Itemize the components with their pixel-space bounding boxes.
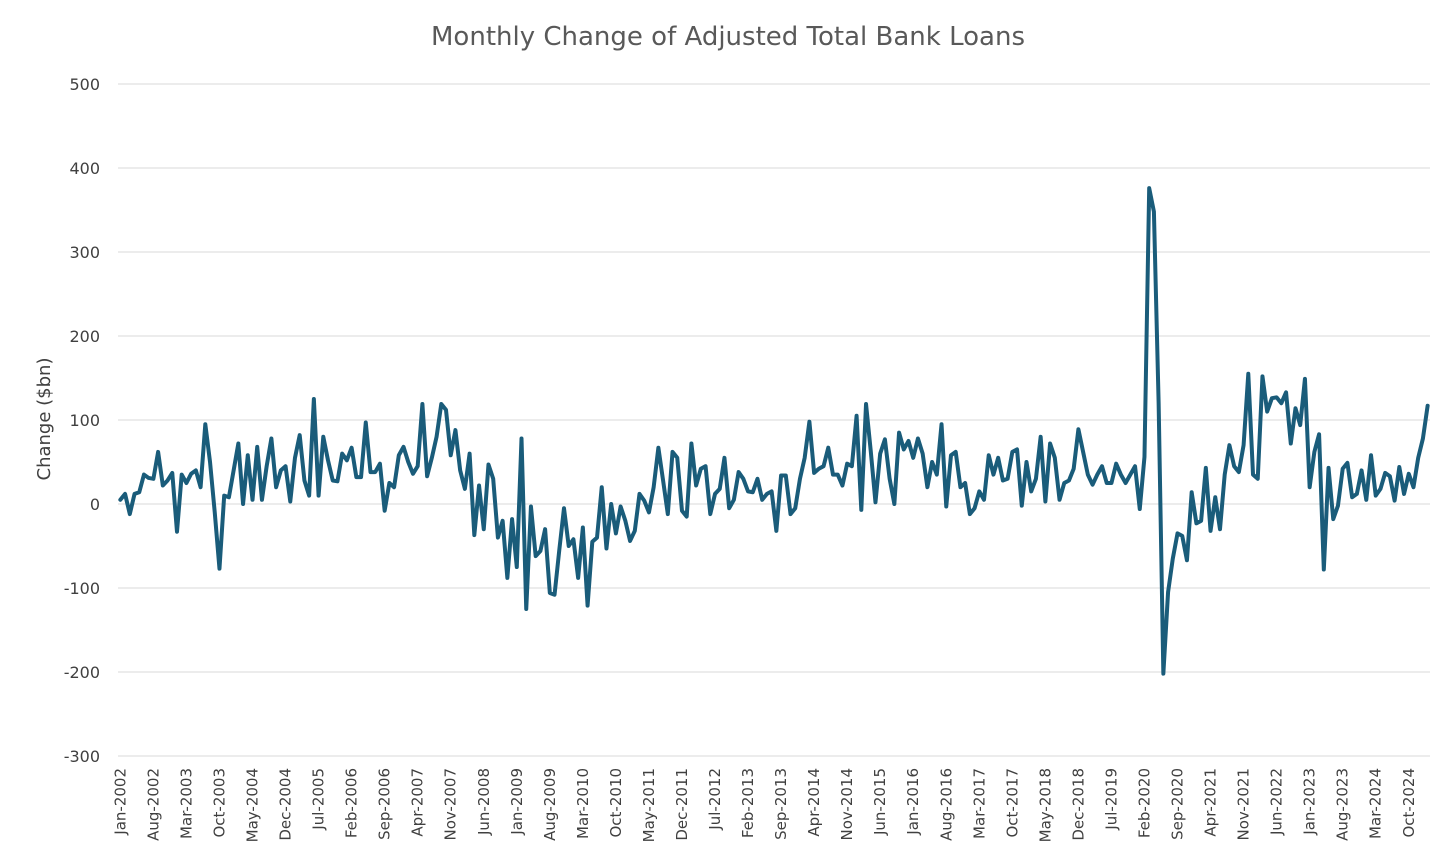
x-tick-label: Sep-2020 [1169,768,1187,840]
x-tick-label: Jun-2022 [1268,768,1286,836]
x-tick-label: Jan-2009 [508,768,526,836]
x-axis-ticks: Jan-2002 Aug-2002 Mar-2003 Oct-2003 May-2004… [111,768,1417,842]
x-tick-label: Jun-2015 [871,768,889,836]
x-tick-label: Mar-2017 [970,768,988,839]
y-tick-label: 300 [69,243,100,262]
x-tick-label: Aug-2009 [541,768,559,841]
x-tick-label: Nov-2021 [1235,768,1253,840]
y-tick-label: -200 [64,663,100,682]
x-tick-label: May-2018 [1036,768,1054,842]
chart-title: Monthly Change of Adjusted Total Bank Lo… [431,22,1025,52]
y-tick-label: 400 [69,159,100,178]
y-tick-label: 500 [69,75,100,94]
y-tick-label: 100 [69,411,100,430]
x-tick-label: Mar-2010 [574,768,592,839]
x-tick-label: Feb-2006 [343,768,361,838]
x-tick-label: Jun-2008 [475,768,493,836]
x-tick-label: Aug-2023 [1334,768,1352,841]
x-tick-label: Sep-2013 [772,768,790,840]
x-tick-label: Nov-2014 [838,768,856,840]
x-tick-label: Dec-2011 [673,768,691,841]
x-tick-label: Jan-2002 [111,768,129,836]
x-tick-label: Apr-2021 [1202,768,1220,837]
x-tick-label: May-2004 [244,768,262,842]
y-axis-label: Change ($bn) [34,358,55,481]
x-tick-label: Dec-2004 [277,768,295,841]
y-tick-label: 0 [90,495,100,514]
y-tick-label: -100 [64,579,100,598]
y-tick-label: -300 [64,747,100,766]
x-tick-label: Jul-2012 [706,768,724,831]
x-tick-label: Mar-2003 [177,768,195,839]
x-tick-label: Jul-2005 [310,768,328,831]
x-tick-label: Jul-2019 [1102,768,1120,831]
x-tick-label: Apr-2014 [805,768,823,837]
x-tick-label: Aug-2016 [937,768,955,841]
x-tick-label: Oct-2003 [210,768,228,838]
x-tick-label: Oct-2017 [1003,768,1021,838]
x-tick-label: Dec-2018 [1069,768,1087,841]
x-tick-label: Jan-2023 [1301,768,1319,836]
x-tick-label: Mar-2024 [1367,768,1385,839]
x-tick-label: Feb-2020 [1135,768,1153,838]
x-tick-label: Apr-2007 [409,768,427,837]
x-tick-label: Aug-2002 [144,768,162,841]
series-line [118,186,1430,676]
y-tick-label: 200 [69,327,100,346]
x-tick-label: Oct-2010 [607,768,625,838]
x-tick-label: Oct-2024 [1400,768,1418,838]
series-layer [118,186,1430,676]
x-tick-label: Feb-2013 [739,768,757,838]
x-tick-label: May-2011 [640,768,658,842]
y-axis-ticks: 500 400 300 200 100 0 -100 -200 -300 [64,75,100,766]
x-tick-label: Jan-2016 [904,768,922,836]
x-tick-label: Nov-2007 [442,768,460,840]
x-tick-label: Sep-2006 [376,768,394,840]
